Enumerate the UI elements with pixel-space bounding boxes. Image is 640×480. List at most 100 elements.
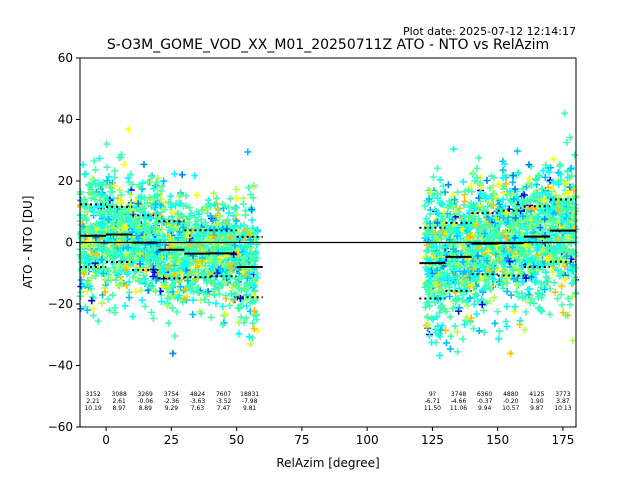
scatter-point [428,191,436,199]
scatter-point [549,186,557,194]
scatter-point [556,211,564,219]
scatter-point [242,211,249,219]
scatter-point [139,248,147,256]
scatter-point [136,260,144,268]
scatter-point [103,196,111,204]
scatter-point [174,288,182,296]
scatter-point [90,305,97,313]
x-tick-label: 50 [229,433,244,447]
scatter-point [495,200,503,208]
scatter-point [439,228,447,236]
scatter-point [186,204,194,212]
scatter-point [169,227,177,235]
scatter-point [88,175,96,183]
scatter-point [125,278,133,286]
scatter-point [526,175,534,183]
y-tick-label: 40 [58,113,73,127]
scatter-point [512,288,520,296]
scatter-point [140,272,148,280]
scatter-point [441,188,449,196]
scatter-point [566,301,574,309]
scatter-point [149,315,157,322]
scatter-point [453,328,461,336]
scatter-point [94,317,102,325]
scatter-point [490,276,498,283]
scatter-point [491,319,499,327]
x-tick-label: 100 [356,433,379,447]
scatter-point [221,202,229,210]
scatter-point [105,173,113,181]
scatter-point [122,265,130,273]
scatter-point [205,196,212,204]
scatter-point [428,339,436,346]
y-tick-label: −40 [48,359,73,373]
scatter-point [136,183,144,191]
scatter-point [242,249,250,257]
scatter-point [438,322,446,330]
scatter-point [146,194,154,201]
scatter-point [191,248,199,256]
scatter-point [499,284,507,292]
scatter-point [439,182,447,190]
scatter-point [237,243,245,251]
scatter-point [462,314,470,321]
scatter-point [124,125,132,133]
scatter-point [88,274,96,282]
scatter-point [109,214,117,222]
scatter-point [448,225,455,233]
scatter-point [132,288,140,296]
scatter-point [189,296,197,304]
scatter-point [490,293,498,301]
scatter-point [106,306,114,314]
scatter-point [516,321,524,329]
scatter-point [92,166,99,174]
scatter-point [470,300,478,308]
scatter-point [195,210,203,218]
bin-mean-label: -0.06 [137,398,153,405]
scatter-point [107,207,115,215]
scatter-point [423,322,430,330]
scatter-point [511,185,519,193]
scatter-point [189,280,197,288]
scatter-point [557,291,565,298]
scatter-point [107,219,115,227]
scatter-point [252,248,260,256]
scatter-point [509,253,517,261]
scatter-point [529,262,537,270]
scatter-point [541,286,549,294]
scatter-point [227,290,235,298]
scatter-point [202,203,210,211]
scatter-point [493,229,501,237]
scatter-point [526,204,534,211]
scatter-point [553,219,561,226]
scatter-point [196,242,203,250]
scatter-point [503,279,511,287]
scatter-point [92,272,100,280]
scatter-point [102,245,110,253]
scatter-point [424,313,432,321]
bin-count-label: 9? [429,391,436,398]
scatter-point [459,258,467,266]
scatter-point [533,247,541,254]
scatter-point [489,182,497,190]
scatter-point [426,332,433,340]
scatter-point [126,253,134,261]
scatter-point [118,209,125,217]
scatter-point [232,195,240,203]
scatter-point [425,271,433,279]
scatter-point [532,175,540,183]
scatter-point [470,325,477,332]
scatter-point [445,275,452,283]
scatter-point [117,197,124,205]
scatter-point [504,254,512,262]
scatter-point [425,195,433,203]
scatter-point [124,217,132,225]
scatter-point [460,267,468,275]
scatter-point [513,147,521,155]
y-axis-ticks: −60 −40 −20 0 20 40 60 [48,51,80,434]
scatter-point [564,234,572,241]
scatter-point [468,281,476,289]
scatter-point [502,210,510,218]
scatter-point [244,148,252,156]
